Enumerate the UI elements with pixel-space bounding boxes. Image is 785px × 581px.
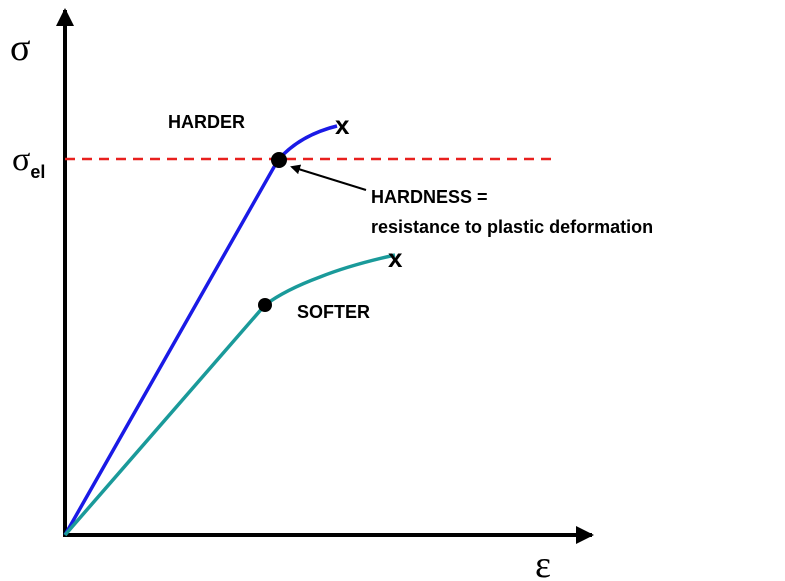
annotation-arrow <box>290 164 367 191</box>
softer-end-marker: x <box>388 243 403 273</box>
harder-end-marker: x <box>335 110 350 140</box>
harder-label: HARDER <box>168 112 245 132</box>
softer-label: SOFTER <box>297 302 370 322</box>
annotation-line: resistance to plastic deformation <box>371 217 653 237</box>
softer-yield-point <box>258 298 272 312</box>
threshold-label: σel <box>12 141 45 182</box>
x-axis-label: ε <box>535 544 551 581</box>
annotation-line: HARDNESS = <box>371 187 488 207</box>
harder-yield-point <box>271 152 287 168</box>
y-axis-label: σ <box>10 27 30 69</box>
harder-curve <box>63 124 338 536</box>
softer-curve <box>63 253 396 537</box>
